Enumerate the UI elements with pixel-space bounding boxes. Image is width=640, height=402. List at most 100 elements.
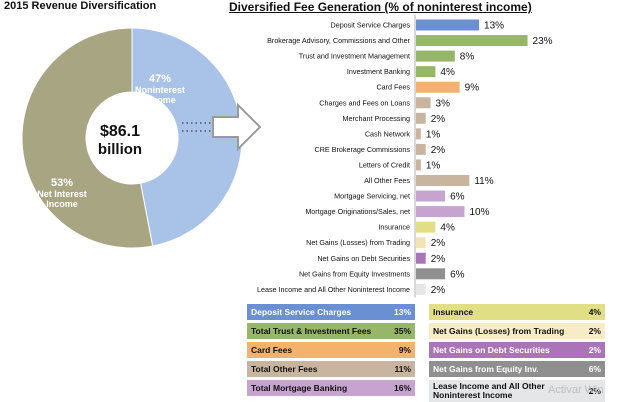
bar-category-label: Insurance: [378, 223, 410, 232]
summary-row-label: Lease Income and All Other Noninterest I…: [433, 381, 545, 400]
bar-category-label: All Other Fees: [364, 176, 410, 185]
summary-row-label: Card Fees: [251, 345, 293, 355]
bar-value-label: 4%: [440, 223, 455, 234]
summary-row-label: Total Mortgage Banking: [251, 383, 348, 393]
bar: [416, 128, 421, 140]
summary-row-value: 16%: [393, 383, 411, 393]
donut-center-unit: billion: [98, 141, 142, 158]
summary-row-right: Net Gains (Losses) from Trading 2%: [429, 323, 605, 339]
bar-value-label: 2%: [431, 238, 446, 249]
summary-row-value: 2%: [588, 386, 601, 396]
summary-row-value: 13%: [393, 307, 411, 317]
bar-category-label: Cash Network: [365, 129, 411, 138]
bar: [416, 221, 436, 233]
bar: [416, 190, 446, 202]
donut-center-value: $86.1: [100, 123, 140, 140]
bar-value-label: 2%: [431, 145, 446, 156]
summary-row-label: Insurance: [433, 307, 474, 317]
summary-row-value: 6%: [588, 364, 601, 374]
bar-value-label: 13%: [484, 21, 504, 32]
bar-chart-title: Diversified Fee Generation (% of noninte…: [229, 0, 532, 14]
bar: [416, 283, 426, 295]
bar-value-label: 11%: [474, 176, 493, 187]
donut-slice-pct-1: 53%: [51, 177, 73, 189]
bar: [416, 143, 426, 155]
bar-value-label: 10%: [470, 207, 490, 218]
bar: [416, 206, 465, 218]
bar-category-label: Card Fees: [376, 83, 410, 92]
bar: [416, 50, 455, 62]
summary-row-left: Total Other Fees 11%: [247, 361, 415, 377]
bar-value-label: 2%: [431, 254, 446, 265]
summary-row-label: Deposit Service Charges: [251, 307, 352, 317]
bar-category-label: Brokerage Advisory, Commissions and Othe…: [267, 36, 410, 45]
donut-slice-label-1: Income: [46, 199, 78, 209]
summary-row-value: 2%: [588, 345, 601, 355]
summary-row-label: Total Trust & Investment Fees: [251, 326, 372, 336]
bar-category-label: Net Gains (Losses) from Trading: [306, 238, 410, 247]
bar: [416, 159, 421, 171]
bar-category-label: Charges and Fees on Loans: [319, 98, 410, 107]
donut-slice-label-0: Income: [144, 95, 176, 105]
bar: [416, 81, 460, 93]
bar: [416, 268, 446, 280]
donut-slice-1: [21, 27, 154, 249]
bar-value-label: 3%: [436, 98, 451, 109]
bar-value-label: 6%: [450, 192, 465, 203]
summary-row-right: Net Gains from Equity Inv. 6%: [429, 361, 605, 377]
bar-value-label: 2%: [431, 114, 446, 125]
bar-category-label: Trust and Investment Management: [299, 52, 410, 61]
summary-row-value: 35%: [393, 326, 411, 336]
bar-category-label: CRE Brokerage Commissions: [315, 145, 411, 154]
bar-category-label: Net Gains on Debt Securities: [317, 254, 410, 263]
summary-row-right: Net Gains on Debt Securities 2%: [429, 342, 605, 358]
donut-slice-label-1: Net Interest: [37, 189, 87, 199]
bar-category-label: Merchant Processing: [342, 114, 410, 123]
bar-category-label: Letters of Credit: [359, 160, 410, 169]
bar: [416, 19, 480, 31]
bar: [416, 175, 470, 186]
summary-row-label: Total Other Fees: [251, 364, 318, 374]
bar-category-label: Lease Income and All Other Noninterest I…: [257, 285, 410, 294]
summary-row-right: Insurance 4%: [429, 304, 605, 320]
donut-slice-pct-0: 47%: [149, 73, 171, 85]
donut-slice-0: [131, 27, 243, 247]
bar-value-label: 1%: [426, 129, 441, 140]
bar-category-label: Net Gains from Equity Investments: [299, 269, 410, 278]
bar: [416, 237, 426, 249]
bar-category-label: Investment Banking: [347, 67, 410, 76]
bar: [416, 97, 431, 109]
summary-row-value: 2%: [588, 326, 601, 336]
bar-value-label: 2%: [431, 285, 446, 296]
bar-value-label: 6%: [450, 269, 465, 280]
bar: [416, 112, 426, 124]
bar-value-label: 9%: [465, 83, 480, 94]
bar-value-label: 23%: [533, 36, 553, 47]
bar-value-label: 4%: [440, 67, 455, 78]
summary-row-label: Net Gains on Debt Securities: [433, 345, 550, 355]
bar-value-label: 8%: [460, 52, 475, 63]
bar: [416, 66, 436, 78]
summary-row-left: Total Mortgage Banking 16%: [247, 380, 415, 396]
summary-row-value: 9%: [398, 345, 411, 355]
summary-row-left: Card Fees 9%: [247, 342, 415, 358]
summary-row-right: Lease Income and All Other Noninterest I…: [429, 380, 605, 402]
summary-row-left: Deposit Service Charges 13%: [247, 304, 415, 320]
donut-slice-label-0: Noninterest: [135, 85, 185, 95]
summary-row-value: 4%: [588, 307, 601, 317]
activation-watermark: Activar Win: [548, 384, 604, 396]
summary-row-label: Net Gains (Losses) from Trading: [433, 326, 565, 336]
bar-category-label: Mortgage Servicing, net: [334, 192, 410, 201]
summary-row-label: Net Gains from Equity Inv.: [433, 364, 539, 374]
bar: [416, 252, 426, 264]
summary-row-value: 11%: [394, 364, 411, 374]
bar-category-label: Deposit Service Charges: [331, 21, 411, 30]
donut-title: 2015 Revenue Diversification: [4, 0, 157, 12]
arrow-icon: [212, 102, 262, 152]
bar: [416, 35, 528, 47]
summary-row-left: Total Trust & Investment Fees 35%: [247, 323, 415, 339]
bar-value-label: 1%: [426, 160, 441, 171]
bar-category-label: Mortgage Originations/Sales, net: [305, 207, 410, 216]
